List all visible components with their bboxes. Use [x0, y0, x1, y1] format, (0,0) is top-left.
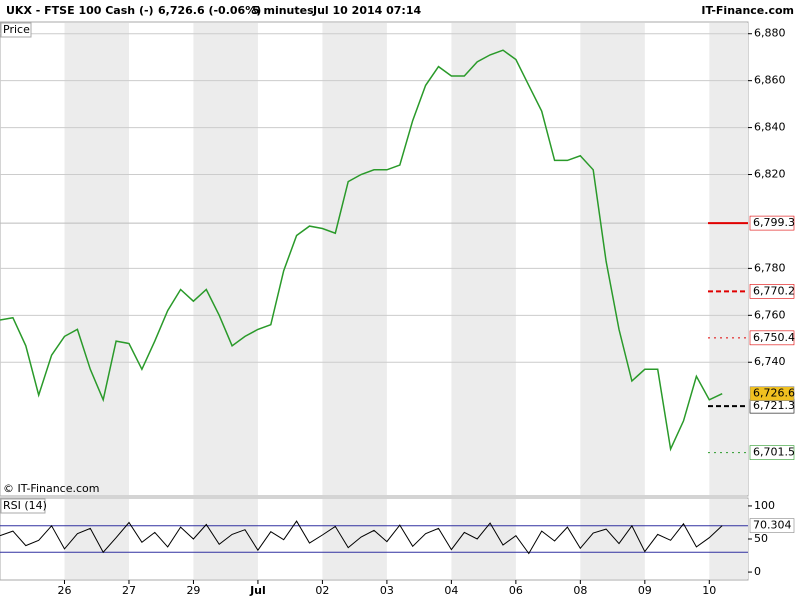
y-tick-label: 50 — [754, 532, 768, 545]
level-label: 6,701.5 — [753, 446, 795, 459]
x-tick-label: Jul — [249, 584, 266, 597]
quote: 6,726.6 (-0.06%) — [158, 4, 261, 17]
last-box — [749, 518, 795, 533]
x-tick-label: 09 — [638, 584, 652, 597]
x-tick-label: 04 — [444, 584, 458, 597]
x-tick-label: 27 — [122, 584, 136, 597]
level-label: 6,750.4 — [753, 331, 795, 344]
symbol: UKX - FTSE 100 Cash (-) — [6, 4, 154, 17]
level-label: 6,799.3 — [753, 216, 795, 229]
level-box — [749, 445, 795, 460]
last-box — [749, 386, 795, 401]
x-tick-label: 06 — [509, 584, 523, 597]
source: © IT-Finance.com — [3, 482, 100, 495]
day-shade — [451, 23, 516, 495]
panel-title: RSI (14) — [3, 499, 47, 512]
level-label: 6,721.3 — [753, 399, 795, 412]
brand: IT-Finance.com — [701, 4, 794, 17]
last-label: 70.304 — [753, 519, 792, 532]
interval: 5 minutes — [252, 4, 314, 17]
day-shade — [709, 23, 748, 495]
x-tick-label: 26 — [57, 584, 71, 597]
last-label: 6,726.6 — [753, 387, 795, 400]
panel-title-box — [0, 498, 46, 514]
panel-title: Price — [3, 23, 30, 36]
x-tick-label: 03 — [380, 584, 394, 597]
day-shade — [322, 499, 387, 579]
price-line — [0, 49, 723, 452]
y-tick-label: 6,880 — [754, 27, 786, 40]
panel-title-box — [0, 22, 32, 38]
rsi-line — [0, 520, 723, 555]
x-tick-label: 02 — [315, 584, 329, 597]
level-box — [749, 284, 795, 299]
datetime: Jul 10 2014 07:14 — [312, 4, 421, 17]
day-shade — [580, 23, 645, 495]
x-tick-label: 10 — [702, 584, 716, 597]
day-shade — [580, 499, 645, 579]
level-label: 6,770.2 — [753, 284, 795, 297]
level-box — [749, 215, 795, 231]
day-shade — [451, 499, 516, 579]
day-shade — [64, 499, 129, 579]
day-shade — [709, 499, 748, 579]
y-tick-label: 6,760 — [754, 308, 786, 321]
day-shade — [64, 23, 129, 495]
day-shade — [322, 23, 387, 495]
y-tick-label: 6,860 — [754, 74, 786, 87]
y-tick-label: 6,840 — [754, 121, 786, 134]
x-tick-label: 29 — [186, 584, 200, 597]
day-shade — [193, 23, 258, 495]
y-tick-label: 6,780 — [754, 261, 786, 274]
level-box — [749, 330, 795, 346]
y-tick-label: 6,740 — [754, 355, 786, 368]
x-tick-label: 08 — [573, 584, 587, 597]
y-tick-label: 100 — [754, 499, 775, 512]
y-tick-label: 6,820 — [754, 168, 786, 181]
plot: 6,740 6,760 6,780 6,820 6,840 6,860 6,880 6,799… — [0, 21, 795, 597]
y-tick-label: 0 — [754, 565, 761, 578]
